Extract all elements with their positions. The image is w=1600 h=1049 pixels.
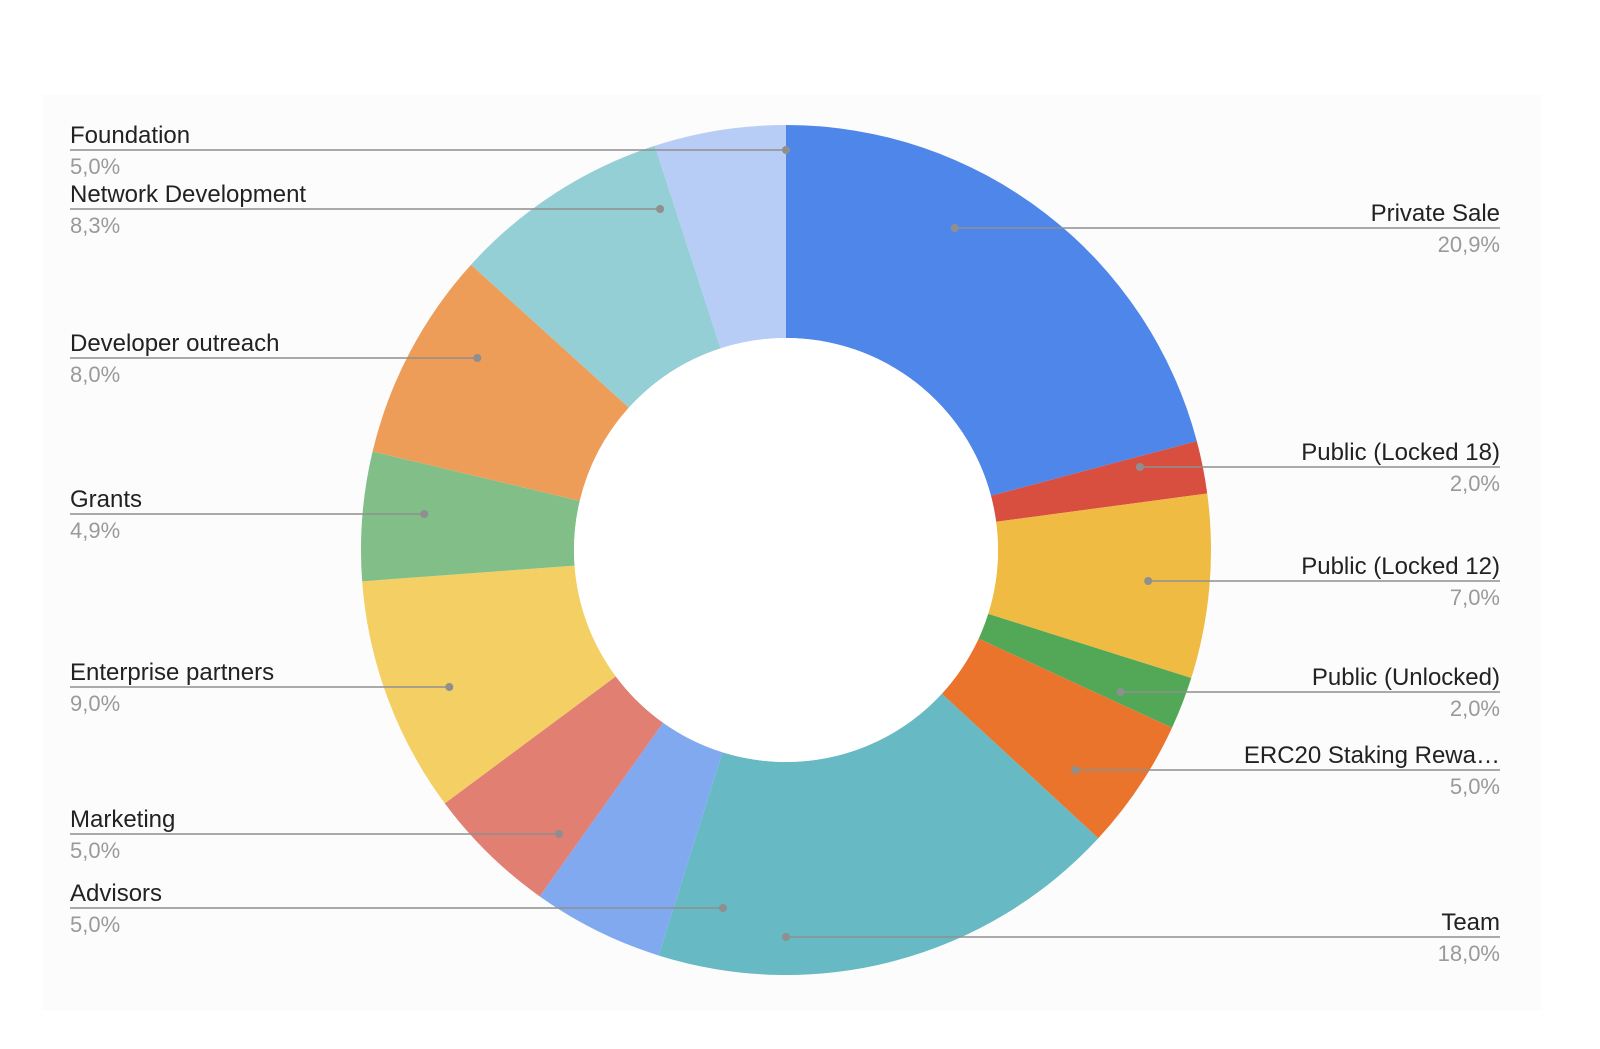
slice-public-locked-12 [988, 493, 1211, 679]
slice-public-unlocked [978, 613, 1192, 728]
donut-hole [574, 338, 998, 762]
leader-dot [1135, 463, 1144, 471]
slice-enterprise-partners [362, 565, 616, 804]
leader-dot [473, 354, 482, 362]
leader-dot [445, 683, 454, 691]
leader-dot [950, 224, 959, 232]
slice-label: Enterprise partners [70, 659, 274, 686]
slice-value-label: 7,0% [1450, 585, 1500, 610]
slice-label: ERC20 Staking Rewa… [1244, 742, 1500, 769]
leader-dot [719, 904, 728, 912]
slice-value-label: 8,3% [70, 213, 120, 238]
slice-value-label: 9,0% [70, 691, 120, 716]
leader-dot [420, 510, 429, 518]
slice-value-label: 5,0% [70, 912, 120, 937]
slice-erc20-staking-rewa [941, 638, 1173, 839]
slice-value-label: 18,0% [1438, 941, 1500, 966]
slices-group [361, 125, 1211, 976]
slice-label: Developer outreach [70, 330, 279, 357]
labels-group: Private Sale 20,9% Public (Locked 18) 2,0% P… [70, 122, 1500, 966]
slice-label: Advisors [70, 880, 162, 907]
slice-label: Public (Locked 18) [1301, 439, 1500, 466]
slice-value-label: 20,9% [1438, 232, 1500, 257]
leader-dot [1144, 577, 1153, 585]
slice-label: Network Development [70, 181, 306, 208]
slice-label: Marketing [70, 806, 175, 833]
slice-label: Foundation [70, 122, 190, 149]
slice-value-label: 8,0% [70, 362, 120, 387]
slice-value-label: 4,9% [70, 518, 120, 543]
slice-advisors [539, 722, 723, 956]
slice-team [658, 693, 1099, 976]
slice-label: Public (Unlocked) [1312, 664, 1500, 691]
leader-dot [656, 205, 665, 213]
slice-label: Public (Locked 12) [1301, 553, 1500, 580]
slice-value-label: 2,0% [1450, 471, 1500, 496]
slice-label: Team [1441, 909, 1500, 936]
slice-value-label: 2,0% [1450, 696, 1500, 721]
slice-developer-outreach [372, 264, 629, 501]
slice-marketing [444, 676, 664, 897]
slice-grants [361, 451, 580, 582]
leader-dot [1116, 688, 1125, 696]
slice-public-locked-18 [990, 441, 1208, 522]
leader-dot [555, 830, 564, 838]
leader-dot [782, 146, 790, 154]
leader-dot [782, 933, 790, 941]
slice-label: Private Sale [1371, 200, 1500, 227]
slice-foundation [654, 125, 786, 349]
slice-label: Grants [70, 486, 142, 513]
slice-value-label: 5,0% [1450, 774, 1500, 799]
leader-dot [1071, 766, 1080, 774]
slice-value-label: 5,0% [70, 154, 120, 179]
slice-value-label: 5,0% [70, 838, 120, 863]
slice-private-sale [786, 125, 1197, 496]
